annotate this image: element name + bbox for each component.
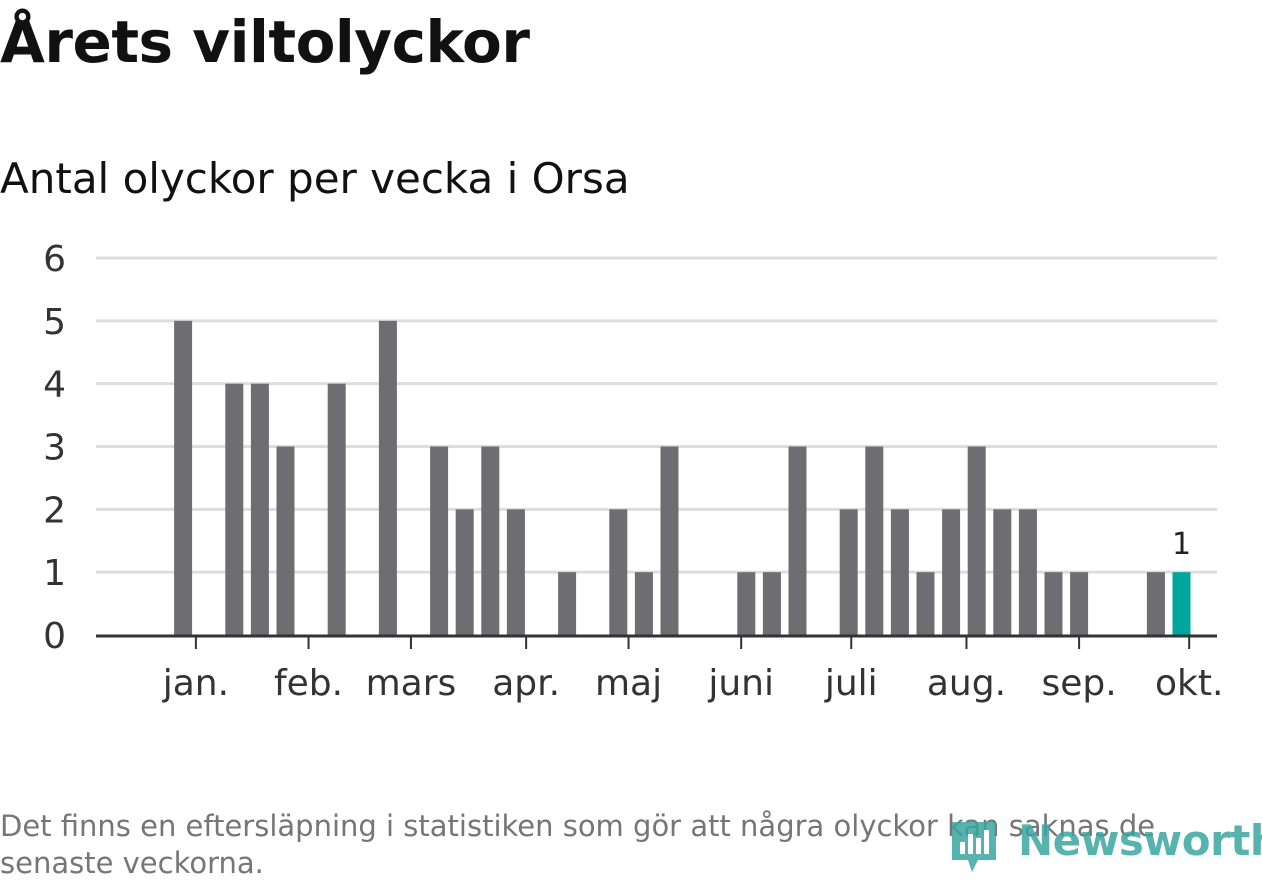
newsworthy-logo: Newsworthy [948, 814, 1262, 878]
chart-subtitle: Antal olyckor per vecka i Orsa [0, 154, 630, 203]
bar [250, 383, 269, 635]
x-tick-label: aug. [927, 663, 1006, 704]
bar [1146, 572, 1165, 635]
y-tick-label: 5 [43, 302, 66, 343]
bar-highlighted [1172, 572, 1191, 635]
bar [481, 446, 500, 635]
bar [455, 509, 474, 635]
newsworthy-logo-icon [952, 822, 996, 872]
bar [660, 446, 679, 635]
bar [276, 446, 295, 635]
chart-title: Årets viltolyckor [0, 8, 530, 76]
y-tick-label: 0 [43, 616, 66, 657]
bar-chart: 0 1 2 3 4 5 6 1 jan. feb. mars apr. maj juni juli aug. s… [43, 239, 1223, 704]
bar [762, 572, 781, 635]
y-tick-label: 6 [43, 239, 66, 280]
bar [942, 509, 961, 635]
bar [839, 509, 858, 635]
bar [174, 320, 193, 635]
bar [609, 509, 628, 635]
bar [378, 320, 397, 635]
x-tick-label: juli [824, 663, 878, 704]
x-tick-label: feb. [274, 663, 343, 704]
x-tick-label: mars [366, 663, 457, 704]
bar [1044, 572, 1063, 635]
bar [865, 446, 884, 635]
bar [993, 509, 1012, 635]
y-tick-label: 4 [43, 365, 66, 406]
newsworthy-logo-text: Newsworthy [1018, 816, 1262, 865]
x-tick-label: jan. [162, 663, 229, 704]
x-tick-label: maj [595, 663, 662, 704]
y-tick-label: 3 [43, 428, 66, 469]
bar [558, 572, 577, 635]
x-tick-label: apr. [492, 663, 560, 704]
bar [967, 446, 986, 635]
bar [430, 446, 449, 635]
bar [737, 572, 756, 635]
x-tick-label: sep. [1041, 663, 1116, 704]
bar [506, 509, 525, 635]
bar [916, 572, 935, 635]
bar [634, 572, 653, 635]
bar [1070, 572, 1089, 635]
bar [225, 383, 244, 635]
bar [327, 383, 346, 635]
bar [788, 446, 807, 635]
bar [1018, 509, 1037, 635]
bar [890, 509, 909, 635]
x-tick-label: okt. [1155, 663, 1223, 704]
y-tick-label: 2 [43, 490, 66, 531]
x-tick-label: juni [707, 663, 774, 704]
data-label: 1 [1172, 527, 1191, 562]
y-tick-label: 1 [43, 553, 66, 594]
